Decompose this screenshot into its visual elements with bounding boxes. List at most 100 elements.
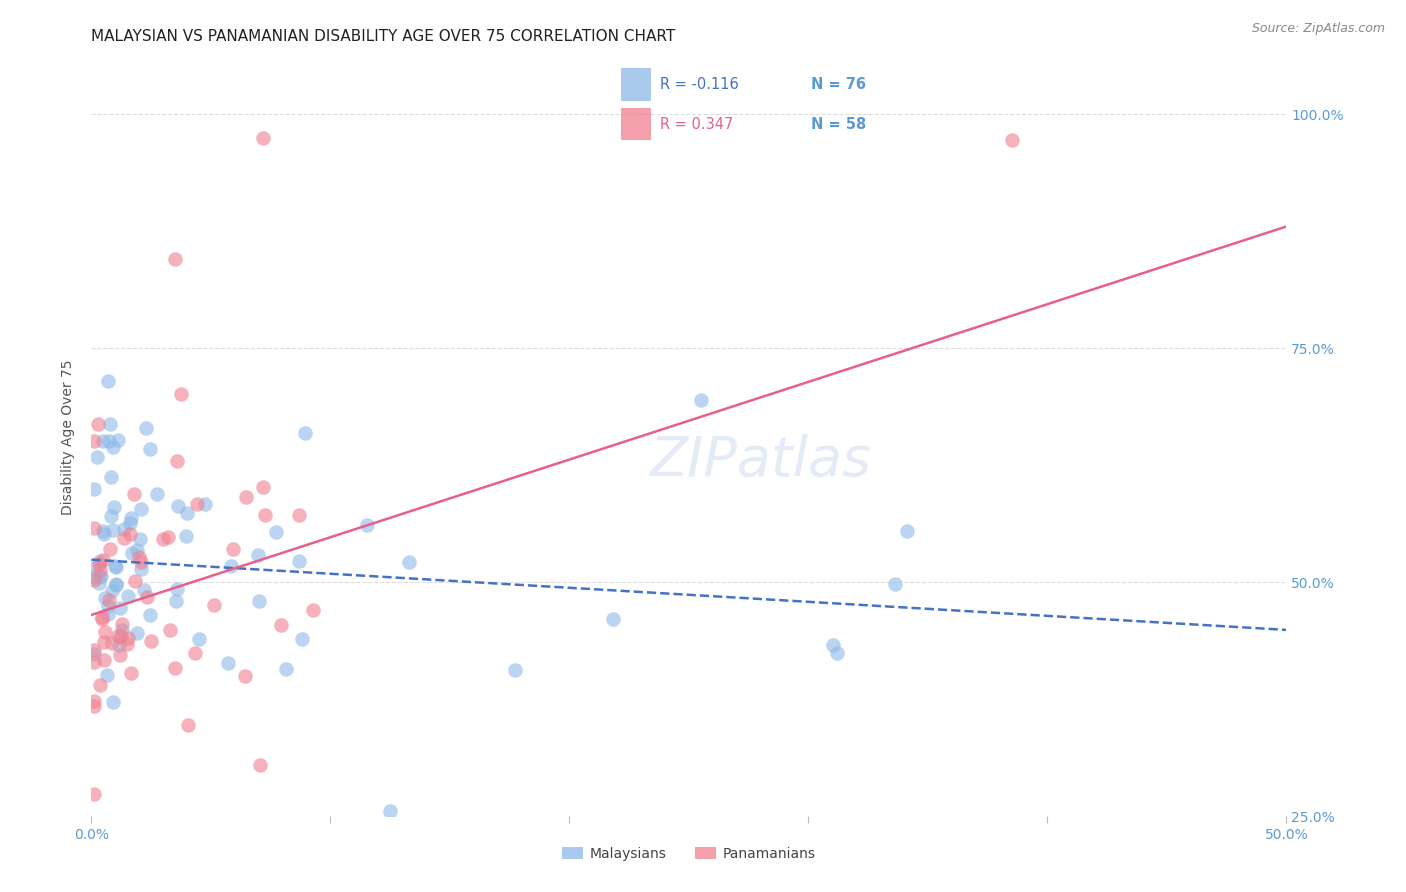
Malaysians [87,576,110,591]
Panamanians [94,625,117,640]
Panamanians [87,417,110,431]
Panamanians [249,757,271,772]
Legend: Malaysians, Panamanians: Malaysians, Panamanians [557,841,821,866]
Malaysians [83,561,105,575]
Text: N = 76: N = 76 [811,77,866,92]
Panamanians [186,497,208,511]
Panamanians [89,558,111,572]
Panamanians [115,637,138,651]
Panamanians [177,718,200,732]
Panamanians [108,648,131,662]
Malaysians [91,524,114,538]
Malaysians [86,450,108,464]
Bar [620,108,651,140]
Malaysians [398,555,420,569]
Malaysians [810,861,832,875]
Malaysians [896,524,918,538]
Panamanians [118,527,141,541]
Malaysians [111,624,134,638]
Panamanians [122,487,145,501]
Malaysians [90,569,112,583]
Panamanians [288,508,311,522]
Malaysians [276,662,298,676]
Malaysians [264,524,287,539]
Malaysians [356,518,378,533]
Malaysians [291,632,314,647]
Malaysians [83,570,105,584]
Malaysians [91,434,114,449]
Panamanians [1001,133,1024,147]
Malaysians [108,601,131,615]
Malaysians [103,500,125,515]
Malaysians [247,593,270,607]
Malaysians [112,522,135,536]
Malaysians [194,497,217,511]
Panamanians [83,574,105,588]
Panamanians [83,643,105,657]
Malaysians [176,506,198,520]
Panamanians [101,636,124,650]
Panamanians [83,698,105,713]
Text: Source: ZipAtlas.com: Source: ZipAtlas.com [1251,22,1385,36]
Malaysians [689,392,711,407]
Malaysians [96,668,118,682]
Malaysians [217,656,239,670]
Panamanians [170,386,193,401]
Text: N = 58: N = 58 [811,117,866,132]
Malaysians [83,647,105,661]
Malaysians [823,638,845,652]
Malaysians [101,523,124,537]
Malaysians [103,441,125,455]
Malaysians [105,578,128,592]
Panamanians [129,555,152,569]
Panamanians [124,574,146,588]
Malaysians [165,594,187,608]
Malaysians [135,420,157,434]
Panamanians [120,666,142,681]
Malaysians [104,560,127,574]
Panamanians [91,553,114,567]
Panamanians [111,617,134,632]
Panamanians [83,655,105,669]
Panamanians [117,631,139,645]
Malaysians [221,559,243,574]
Panamanians [252,130,274,145]
Panamanians [222,542,245,557]
Malaysians [101,584,124,599]
Malaysians [83,482,105,496]
Panamanians [83,787,105,801]
Text: ZIPatlas: ZIPatlas [650,434,872,486]
Malaysians [187,632,209,647]
Malaysians [503,664,526,678]
Panamanians [183,646,205,660]
Panamanians [270,618,292,632]
Malaysians [145,487,167,501]
Malaysians [89,554,111,568]
Malaysians [139,607,162,622]
Panamanians [253,508,276,522]
Panamanians [139,633,162,648]
Panamanians [91,609,114,624]
Malaysians [97,434,120,449]
Malaysians [247,548,270,562]
Panamanians [107,629,129,643]
Panamanians [98,541,121,556]
Malaysians [139,442,162,456]
Malaysians [100,470,122,484]
Panamanians [163,252,186,267]
Panamanians [89,563,111,577]
Malaysians [101,695,124,709]
Panamanians [83,521,105,535]
Panamanians [159,623,181,637]
Panamanians [163,661,186,675]
Malaysians [104,558,127,573]
Malaysians [378,805,402,819]
Panamanians [97,592,120,607]
Malaysians [827,646,849,660]
Panamanians [83,694,105,708]
Malaysians [89,568,111,582]
Malaysians [105,576,128,591]
Malaysians [132,582,155,597]
Panamanians [110,628,132,642]
Malaysians [128,532,150,546]
